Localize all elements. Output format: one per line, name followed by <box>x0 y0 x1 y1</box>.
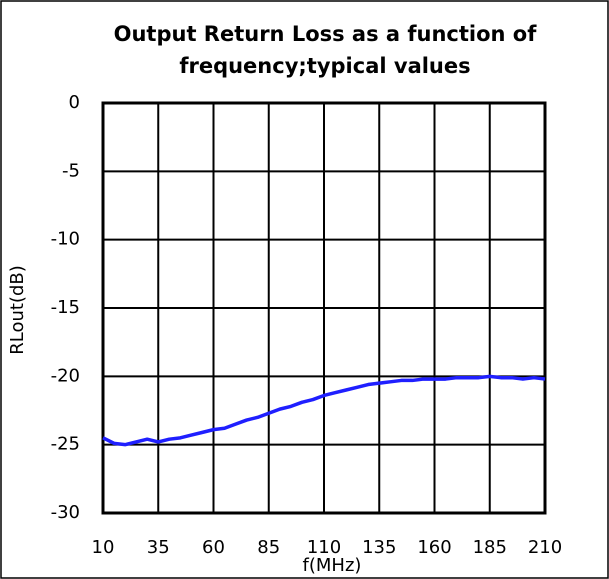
x-tick-label: 60 <box>202 537 225 558</box>
x-tick-label: 35 <box>147 537 170 558</box>
x-tick-label: 85 <box>257 537 280 558</box>
x-tick-label: 135 <box>362 537 396 558</box>
x-tick-label: 210 <box>528 537 562 558</box>
x-tick-label: 160 <box>417 537 451 558</box>
y-tick-label: -30 <box>51 502 80 523</box>
y-tick-label: -15 <box>51 297 80 318</box>
y-tick-label: -25 <box>51 434 80 455</box>
y-tick-label: 0 <box>69 92 80 113</box>
y-axis-label: RLout(dB) <box>7 265 28 355</box>
x-tick-label: 10 <box>92 537 115 558</box>
chart-title: Output Return Loss as a function of freq… <box>113 22 537 78</box>
x-tick-label: 185 <box>473 537 507 558</box>
x-axis-label: f(MHz) <box>303 555 362 576</box>
y-tick-label: -20 <box>51 365 80 386</box>
data-line <box>102 374 546 447</box>
x-tick-label: 110 <box>307 537 341 558</box>
y-tick-label: -5 <box>62 160 80 181</box>
plot-frame <box>101 101 547 515</box>
y-tick-label: -10 <box>51 229 80 250</box>
